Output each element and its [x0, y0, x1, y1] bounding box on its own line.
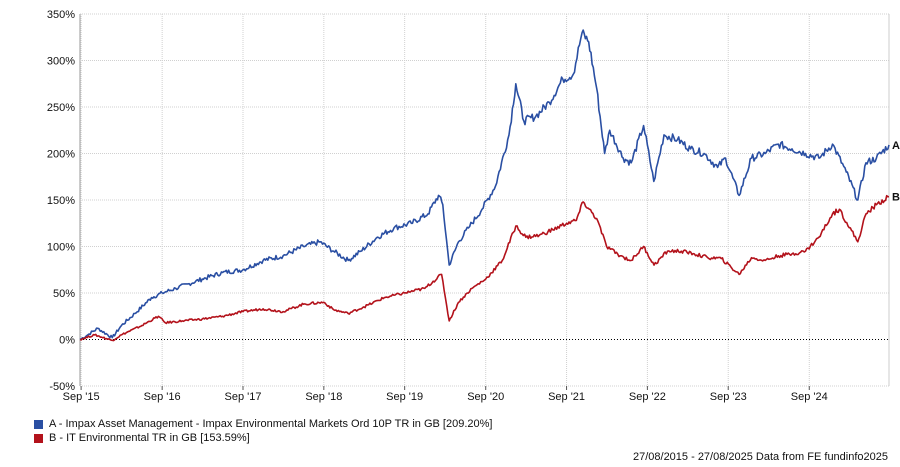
- x-tick-label: Sep '24: [791, 391, 828, 403]
- x-tick-label: Sep '19: [386, 391, 423, 403]
- series-end-label-a: A: [892, 140, 900, 152]
- y-tick-label: 350%: [47, 9, 75, 21]
- series-line-a: [79, 29, 890, 341]
- legend-label-a: A - Impax Asset Management - Impax Envir…: [49, 418, 493, 430]
- chart-grid: [79, 13, 890, 387]
- legend-label-b: B - IT Environmental TR in GB [153.59%]: [49, 432, 250, 444]
- y-axis: -50% 0% 50% 100% 150% 200% 250% 300% 350%: [47, 9, 75, 393]
- y-tick-label: 100%: [47, 242, 75, 254]
- chart-legend: A - Impax Asset Management - Impax Envir…: [34, 417, 492, 445]
- x-tick-label: Sep '15: [63, 391, 100, 403]
- y-tick-label: 300%: [47, 56, 75, 68]
- legend-swatch-b: [34, 433, 43, 443]
- x-tick-label: Sep '22: [629, 391, 666, 403]
- x-tick-label: Sep '23: [710, 391, 747, 403]
- y-tick-label: 250%: [47, 102, 75, 114]
- x-tick-label: Sep '16: [144, 391, 181, 403]
- x-axis: Sep '15 Sep '16 Sep '17 Sep '18 Sep '19 Sep '…: [63, 386, 828, 403]
- chart-series: [79, 29, 890, 342]
- x-tick-label: Sep '21: [548, 391, 585, 403]
- series-end-label-b: B: [892, 192, 900, 204]
- legend-entry-b: B - IT Environmental TR in GB [153.59%]: [34, 431, 492, 445]
- y-tick-label: 150%: [47, 195, 75, 207]
- y-tick-label: 0%: [59, 335, 75, 347]
- series-end-labels: AB: [892, 140, 900, 204]
- y-tick-label: -50%: [49, 381, 75, 393]
- series-line-b: [79, 194, 889, 342]
- chart-footer: 27/08/2015 - 27/08/2025 Data from FE fun…: [632, 451, 888, 463]
- x-tick-label: Sep '20: [467, 391, 504, 403]
- legend-swatch-a: [34, 419, 43, 429]
- legend-entry-a: A - Impax Asset Management - Impax Envir…: [34, 417, 492, 431]
- y-tick-label: 200%: [47, 149, 75, 161]
- x-tick-label: Sep '17: [225, 391, 262, 403]
- y-tick-label: 50%: [53, 288, 75, 300]
- x-tick-label: Sep '18: [305, 391, 342, 403]
- line-chart: -50% 0% 50% 100% 150% 200% 250% 300% 350% Sep '1…: [47, 9, 900, 403]
